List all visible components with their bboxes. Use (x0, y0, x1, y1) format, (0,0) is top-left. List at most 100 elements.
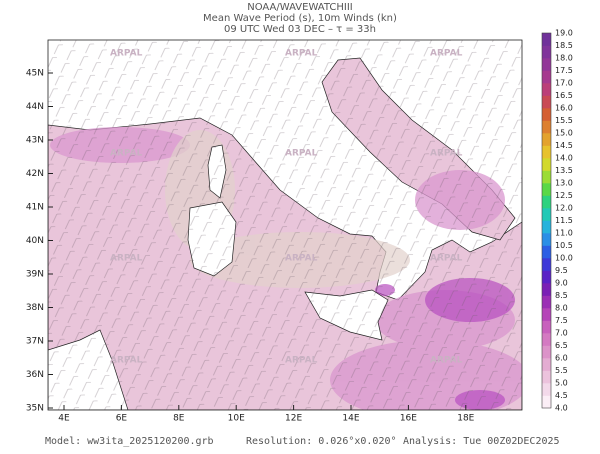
map: ARPAL ARPAL ARPAL ARPAL ARPAL ARPAL ARPAL ARPAL… (48, 40, 522, 410)
colorbar-swatch (542, 58, 551, 71)
lon-label: 6E (116, 414, 128, 424)
colorbar-label: 11.5 (555, 216, 573, 225)
colorbar-swatch (542, 108, 551, 121)
colorbar-swatch (542, 83, 551, 96)
axes: 4E 6E 8E 10E 12E 14E 16E 18E 35N 36N 37N 38N 39N 40N 4… (26, 69, 475, 424)
colorbar-label: 7.5 (555, 316, 568, 325)
colorbar-swatch (542, 70, 551, 84)
colorbar-label: 8.5 (555, 291, 568, 300)
lat-label: 41N (26, 203, 44, 213)
colorbar-frame (541, 32, 552, 409)
colorbar-label: 6.5 (555, 341, 568, 350)
lat-label: 36N (26, 370, 44, 380)
watermark: ARPAL (110, 49, 143, 59)
colorbar-swatch (542, 270, 551, 284)
colorbar-label: 10.5 (555, 241, 573, 250)
lon-label: 16E (400, 414, 417, 424)
colorbar-swatch (542, 208, 551, 221)
colorbar-swatch (542, 345, 551, 359)
colorbar-label: 12.0 (555, 204, 573, 213)
lon-label: 18E (457, 414, 474, 424)
lon-label: 12E (285, 414, 302, 424)
watermark: ARPAL (110, 254, 143, 264)
lon-label: 10E (228, 414, 245, 424)
lat-label: 38N (26, 303, 44, 313)
colorbar-label: 4.0 (555, 404, 568, 413)
watermarks: ARPAL ARPAL ARPAL ARPAL ARPAL ARPAL ARPAL ARPAL… (110, 49, 463, 366)
colorbar-swatch (542, 158, 551, 171)
colorbar-label: 17.5 (555, 66, 573, 75)
colorbar-label: 15.0 (555, 129, 573, 138)
watermark: ARPAL (285, 254, 318, 264)
wind-barbs (48, 40, 522, 410)
lat-label: 39N (26, 270, 44, 280)
colorbar-swatch (542, 295, 551, 309)
colorbar-swatch (542, 220, 551, 234)
colorbar-label: 19.0 (555, 29, 573, 38)
colorbar-label: 4.5 (555, 391, 568, 400)
colorbar-label: 9.5 (555, 266, 568, 275)
colorbar-label: 9.0 (555, 279, 568, 288)
colorbar-swatch (542, 245, 551, 259)
title-line-2: Mean Wave Period (s), 10m Winds (kn) (203, 13, 397, 24)
colorbar: 4.0 4.5 5.0 5.5 6.0 6.5 7.0 7.5 8.0 8.5 9.0 9.5 10.0… (541, 29, 573, 413)
colorbar-swatch (542, 120, 551, 134)
lat-label: 44N (26, 102, 44, 112)
watermark: ARPAL (430, 49, 463, 59)
watermark: ARPAL (430, 254, 463, 264)
watermark: ARPAL (430, 149, 463, 159)
colorbar-label: 8.0 (555, 304, 568, 313)
colorbar-swatch (542, 383, 551, 396)
colorbar-swatch (542, 170, 551, 184)
colorbar-label: 16.0 (555, 104, 573, 113)
colorbar-swatch (542, 258, 551, 271)
colorbar-label: 18.5 (555, 41, 573, 50)
lon-label: 4E (58, 414, 70, 424)
colorbar-swatch (542, 183, 551, 196)
colorbar-swatch (542, 283, 551, 296)
colorbar-swatch (542, 333, 551, 346)
colorbar-swatch (542, 370, 551, 384)
colorbar-label: 16.5 (555, 91, 573, 100)
lat-label: 35N (26, 404, 44, 414)
watermark: ARPAL (430, 356, 463, 366)
colorbar-label: 13.0 (555, 179, 573, 188)
colorbar-swatch (542, 358, 551, 371)
colorbar-label: 15.5 (555, 116, 573, 125)
colorbar-swatch (542, 133, 551, 146)
colorbar-label: 13.5 (555, 166, 573, 175)
lon-label: 14E (342, 414, 359, 424)
lat-label: 45N (26, 69, 44, 79)
watermark: ARPAL (110, 149, 143, 159)
watermark: ARPAL (285, 49, 318, 59)
colorbar-swatch (542, 33, 551, 46)
title-line-1: NOAA/WAVEWATCHIII (247, 2, 352, 13)
colorbar-label: 5.5 (555, 366, 568, 375)
colorbar-label: 7.0 (555, 329, 568, 338)
colorbar-swatch (542, 45, 551, 59)
lat-label: 40N (26, 236, 44, 246)
colorbar-label: 14.5 (555, 141, 573, 150)
colorbar-label: 10.0 (555, 254, 573, 263)
analysis-label: Analysis: Tue 00Z02DEC2025 (403, 436, 560, 447)
title-line-3: 09 UTC Wed 03 DEC – τ = 33h (224, 24, 376, 35)
resolution-label: Resolution: 0.026°x0.020° (246, 436, 397, 447)
colorbar-swatch (542, 308, 551, 321)
colorbar-swatch (542, 395, 551, 409)
map-frame (47, 39, 523, 411)
colorbar-swatch (542, 195, 551, 209)
watermark: ARPAL (285, 149, 318, 159)
lon-label: 8E (173, 414, 185, 424)
colorbar-label: 17.0 (555, 79, 573, 88)
colorbar-swatch (542, 233, 551, 246)
colorbar-swatch (542, 320, 551, 334)
colorbar-swatch (542, 145, 551, 159)
watermark: ARPAL (110, 356, 143, 366)
lat-label: 42N (26, 169, 44, 179)
colorbar-label: 14.0 (555, 154, 573, 163)
model-label: Model: ww3ita_2025120200.grb (45, 436, 214, 447)
colorbar-label: 11.0 (555, 229, 573, 238)
lat-label: 43N (26, 136, 44, 146)
colorbar-label: 12.5 (555, 191, 573, 200)
